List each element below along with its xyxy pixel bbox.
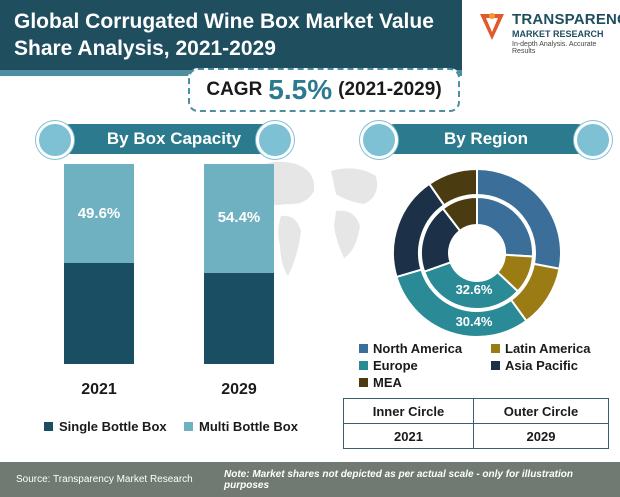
inner-slice-mea (441, 195, 478, 233)
region-heading-right-cap-icon (574, 121, 612, 159)
logo-tagline: In-depth Analysis. Accurate Results (512, 41, 597, 55)
logo-mark-icon (480, 13, 504, 40)
legend-label-single-bottle: Single Bottle Box (59, 419, 167, 434)
legend-single-bottle: Single Bottle Box (44, 419, 167, 434)
outer-slice-mea (427, 168, 478, 207)
heading-left-cap-icon (36, 121, 74, 159)
legend-swatch-asia-pacific (491, 361, 500, 370)
region-heading-left-cap-icon (360, 121, 398, 159)
table-header-inner: Inner Circle (343, 398, 474, 424)
outer-data-label: 30.4% (456, 314, 493, 329)
box-capacity-heading: By Box Capacity (56, 124, 292, 154)
legend-latin-america: Latin America (491, 341, 591, 356)
outer-ring (392, 168, 562, 338)
legend-north-america: North America (359, 341, 462, 356)
legend-swatch-north-america (359, 344, 368, 353)
bar-segment-2021-multi-bottle (64, 164, 134, 264)
bar-segment-2029-single-bottle (204, 272, 274, 364)
table-cell-inner-year: 2021 (343, 423, 474, 449)
bar-label-2021: 49.6% (77, 204, 121, 222)
cagr-label: CAGR (206, 79, 263, 100)
bar-segment-2029-multi-bottle (204, 164, 274, 273)
legend-mea: MEA (359, 375, 402, 390)
heading-right-cap-icon (256, 121, 294, 159)
legend-label-latin-america: Latin America (505, 341, 591, 356)
inner-data-label: 32.6% (456, 282, 493, 297)
logo-subtitle: MARKET RESEARCH (512, 29, 604, 39)
region-heading-text: By Region (443, 129, 529, 148)
legend-swatch-multi-bottle (184, 422, 193, 431)
region-heading: By Region (380, 124, 592, 154)
region-double-donut: 32.6% 30.4% (392, 168, 562, 338)
legend-label-asia-pacific: Asia Pacific (505, 358, 578, 373)
legend-europe: Europe (359, 358, 418, 373)
legend-label-europe: Europe (373, 358, 418, 373)
footer-bar: Source: Transparency Market Research Not… (0, 462, 620, 497)
bar-stack-2021: 49.6% (64, 164, 134, 364)
box-capacity-heading-text: By Box Capacity (106, 129, 242, 148)
legend-multi-bottle: Multi Bottle Box (184, 419, 298, 434)
cagr-box: CAGR 5.5% (2021-2029) (188, 68, 460, 112)
table-row: Inner Circle Outer Circle (343, 398, 610, 424)
table-cell-outer-year: 2029 (472, 423, 610, 449)
logo-name: TRANSPARENCY (512, 11, 620, 28)
x-tick-2021: 2021 (81, 381, 117, 398)
chart-title: Global Corrugated Wine Box Market Value … (14, 10, 434, 60)
legend-swatch-europe (359, 361, 368, 370)
cagr-value: 5.5% (268, 74, 333, 105)
bar-label-2029: 54.4% (217, 209, 261, 227)
cagr-period: (2021-2029) (338, 79, 442, 100)
circle-year-table: Inner Circle Outer Circle 2021 2029 (343, 398, 610, 449)
legend-label-multi-bottle: Multi Bottle Box (199, 419, 298, 434)
bar-stack-2029: 54.4% (204, 164, 274, 364)
legend-label-mea: MEA (373, 375, 402, 390)
x-tick-2029: 2029 (221, 381, 257, 398)
table-row: 2021 2029 (343, 423, 610, 449)
legend-asia-pacific: Asia Pacific (491, 358, 578, 373)
inner-slice-europe (422, 261, 520, 310)
inner-ring (420, 195, 534, 310)
legend-swatch-mea (359, 378, 368, 387)
legend-swatch-latin-america (491, 344, 500, 353)
footer-source: Source: Transparency Market Research (16, 474, 193, 485)
table-header-outer: Outer Circle (472, 398, 610, 424)
legend-swatch-single-bottle (44, 422, 53, 431)
bar-segment-2021-single-bottle (64, 263, 134, 364)
title-band (0, 0, 462, 70)
company-logo: TRANSPARENCY MARKET RESEARCH In-depth An… (476, 8, 620, 55)
footer-note: Note: Market shares not depicted as per … (224, 468, 573, 491)
legend-label-north-america: North America (373, 341, 463, 356)
